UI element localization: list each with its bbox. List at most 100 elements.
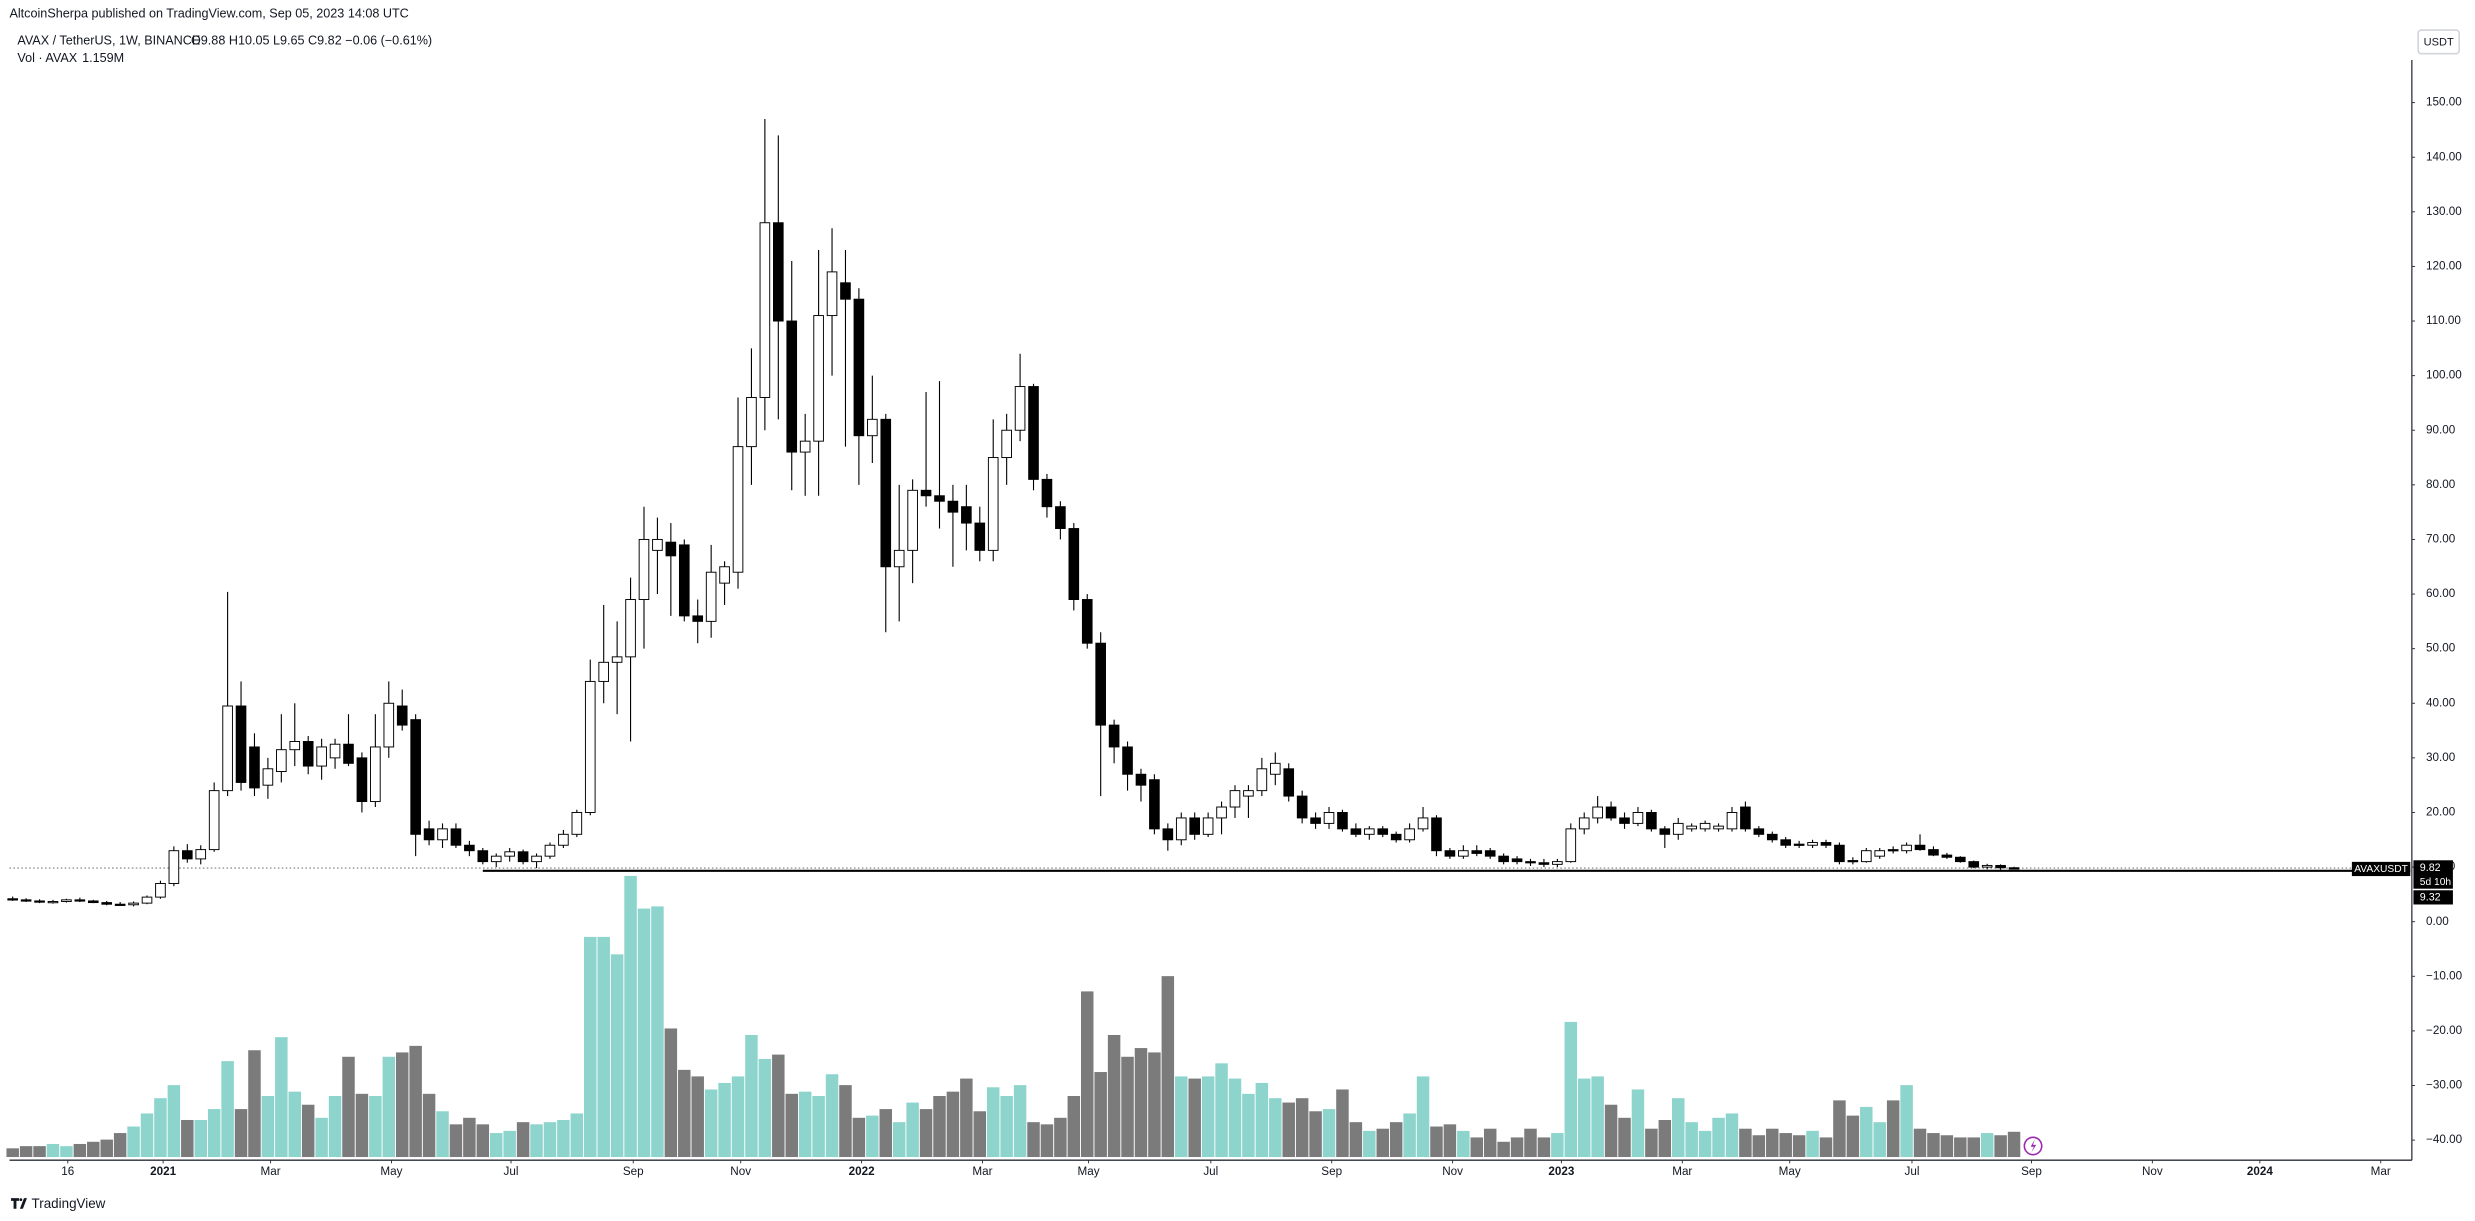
x-tick-label: 2021 bbox=[150, 1165, 176, 1178]
volume-bar bbox=[610, 954, 624, 1158]
x-tick-label: Jul bbox=[1905, 1165, 1920, 1178]
volume-bar bbox=[1363, 1130, 1376, 1158]
candle-body bbox=[1108, 724, 1120, 748]
volume-bar bbox=[1886, 1100, 1900, 1158]
candle-body bbox=[1068, 528, 1080, 600]
candle-body bbox=[1350, 828, 1362, 835]
volume-bar bbox=[19, 1146, 33, 1158]
candle-body bbox=[1793, 843, 1805, 846]
volume-bar bbox=[1040, 1124, 1054, 1158]
y-tick-label: 70.00 bbox=[2426, 533, 2456, 546]
volume-bar bbox=[1564, 1021, 1578, 1158]
volume-bar bbox=[1860, 1106, 1873, 1158]
y-tick-label: 120.00 bbox=[2426, 260, 2462, 273]
x-tick-label: Nov bbox=[2142, 1165, 2163, 1178]
x-tick-label: Mar bbox=[261, 1165, 281, 1178]
volume-bar bbox=[1228, 1078, 1242, 1158]
candle-body bbox=[450, 828, 462, 846]
candle-body bbox=[1686, 825, 1697, 830]
volume-bar bbox=[248, 1050, 261, 1158]
x-tick-label: Nov bbox=[1442, 1165, 1463, 1178]
volume-bar bbox=[113, 1133, 127, 1158]
ohlc-info: O9.88 H10.05 L9.65 C9.82 −0.06 (−0.61%) bbox=[191, 33, 432, 47]
volume-bar bbox=[1577, 1078, 1591, 1158]
candle-body bbox=[34, 900, 45, 903]
candle-body bbox=[1444, 850, 1456, 857]
footer-brand: TradingView bbox=[32, 1196, 106, 1211]
icon-bolt[interactable] bbox=[2030, 1139, 2037, 1153]
volume-bar bbox=[1013, 1085, 1027, 1158]
candle-body bbox=[47, 901, 59, 904]
candle-body bbox=[1431, 817, 1442, 852]
candle-body bbox=[235, 705, 247, 783]
volume-bar bbox=[946, 1091, 960, 1158]
volume-bar bbox=[1739, 1128, 1752, 1158]
currency-button[interactable] bbox=[2417, 29, 2461, 55]
candle-body bbox=[1041, 478, 1053, 508]
volume-bar bbox=[1054, 1117, 1067, 1158]
x-tick-label: Jul bbox=[504, 1165, 519, 1178]
candle-body bbox=[880, 418, 892, 568]
candle-body bbox=[1323, 812, 1335, 824]
volume-bar bbox=[181, 1119, 194, 1158]
volume-bar bbox=[1618, 1117, 1631, 1158]
candle-body bbox=[1820, 842, 1832, 846]
candles-layer bbox=[7, 118, 2020, 907]
candle-body bbox=[1189, 817, 1201, 835]
volume-bar bbox=[1510, 1137, 1524, 1158]
candle-body bbox=[1525, 861, 1536, 864]
volume-bar bbox=[355, 1093, 369, 1158]
volume-bar bbox=[812, 1096, 825, 1158]
volume-bar bbox=[60, 1146, 73, 1158]
candle-body bbox=[208, 790, 220, 851]
candle-body bbox=[410, 719, 421, 835]
y-tick-label: 40.00 bbox=[2426, 696, 2456, 709]
volume-bar bbox=[489, 1133, 503, 1158]
volume-bar bbox=[1645, 1128, 1658, 1158]
candle-body bbox=[1538, 862, 1550, 865]
volume-layer bbox=[6, 875, 2021, 1158]
candle-body bbox=[1081, 599, 1093, 644]
volume-bar bbox=[772, 1054, 785, 1158]
x-tick-label: 2022 bbox=[849, 1165, 875, 1178]
candle-body bbox=[1364, 828, 1375, 835]
x-tick-label: May bbox=[1078, 1165, 1100, 1178]
candle-body bbox=[128, 902, 139, 906]
candle-body bbox=[1887, 849, 1899, 852]
volume-bar bbox=[986, 1087, 1000, 1158]
candle-body bbox=[531, 855, 542, 863]
volume-bar bbox=[1927, 1133, 1940, 1158]
candle-body bbox=[786, 320, 798, 453]
candle-body bbox=[571, 812, 583, 835]
volume-bar bbox=[33, 1146, 46, 1158]
volume-bar bbox=[1161, 976, 1175, 1158]
volume-bar bbox=[167, 1085, 181, 1158]
volume-bar bbox=[1766, 1128, 1779, 1158]
volume-bar bbox=[960, 1078, 973, 1158]
volume-bar bbox=[1295, 1098, 1309, 1158]
volume-bar bbox=[1107, 1034, 1121, 1158]
tags-layer: AVAXUSDT 9.82 5d 10h 9.32 bbox=[2351, 860, 2453, 905]
x-tick-label: 2023 bbox=[1548, 1165, 1574, 1178]
volume-bar bbox=[624, 875, 637, 1158]
volume-bar bbox=[328, 1096, 342, 1158]
candle-body bbox=[625, 599, 636, 658]
volume-bar bbox=[1994, 1135, 2007, 1158]
replay-icon[interactable] bbox=[2023, 1136, 2043, 1156]
currency-button-label[interactable]: USDT bbox=[2424, 37, 2454, 49]
logo-dot bbox=[19, 1198, 23, 1202]
line-price-tag: 9.32 bbox=[2420, 892, 2441, 904]
y-tick-label: 20.00 bbox=[2426, 806, 2456, 819]
candle-body bbox=[1914, 844, 1926, 851]
candle-body bbox=[7, 898, 19, 901]
volume-bar bbox=[1067, 1096, 1081, 1158]
x-tick-label: Sep bbox=[1321, 1165, 1342, 1178]
volume-bar bbox=[1000, 1096, 1013, 1158]
candle-body bbox=[1498, 855, 1509, 863]
y-tick-label: 140.00 bbox=[2426, 150, 2462, 163]
candle-body bbox=[1995, 864, 2006, 869]
volume-bar bbox=[1081, 991, 1094, 1158]
volume-bar bbox=[1712, 1117, 1725, 1158]
candle-body bbox=[611, 656, 623, 663]
volume-bar bbox=[825, 1074, 839, 1158]
